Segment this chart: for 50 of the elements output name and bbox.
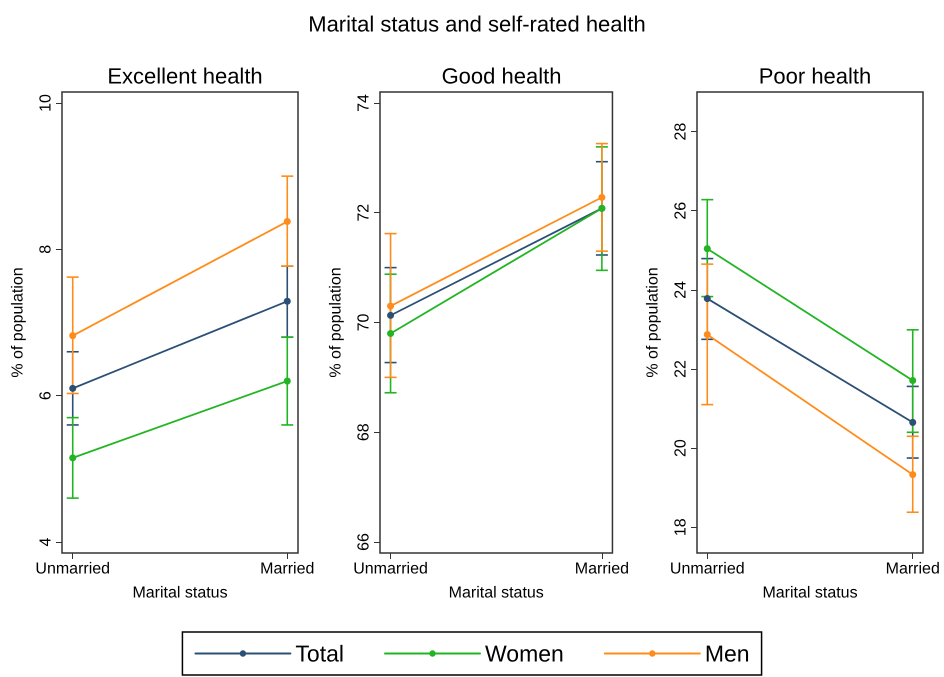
x-tick-label: Unmarried: [353, 560, 428, 578]
y-axis-title: % of population: [328, 267, 344, 378]
legend-label: Women: [485, 640, 564, 666]
y-tick-label: 26: [672, 202, 690, 220]
y-axis-title: % of population: [644, 267, 662, 378]
y-tick-label: 4: [38, 537, 54, 546]
point: [909, 376, 916, 384]
x-axis-title: Marital status: [132, 584, 228, 602]
legend-label: Total: [295, 640, 344, 666]
y-tick-label: 22: [672, 360, 690, 378]
y-tick-label: 24: [672, 280, 690, 299]
y-tick-label: 10: [38, 94, 54, 112]
x-axis-title: Marital status: [448, 584, 544, 602]
point: [387, 312, 394, 319]
y-tick-label: 8: [38, 244, 54, 254]
x-tick-label: Unmarried: [35, 560, 110, 578]
point: [284, 378, 291, 385]
chart-title: Excellent health: [107, 64, 263, 88]
point: [69, 384, 76, 392]
legend-label: Men: [704, 640, 750, 666]
point: [909, 471, 916, 478]
chart-title: Good health: [442, 64, 562, 88]
y-axis-title: % of population: [10, 267, 26, 378]
text: Marital status and self-rated health: [308, 12, 646, 36]
y-tick-label: 70: [356, 314, 372, 332]
y-tick-label: 66: [356, 533, 372, 551]
point: [704, 331, 711, 338]
point: [69, 454, 76, 462]
y-tick-label: 6: [38, 391, 54, 400]
point: [909, 418, 916, 426]
chart-title: Poor health: [758, 64, 872, 88]
point: [598, 194, 606, 201]
x-tick-label: Married: [886, 560, 940, 578]
point: [284, 218, 291, 226]
y-tick-label: 18: [672, 518, 690, 536]
x-axis-title: Marital status: [762, 584, 858, 602]
x-tick-label: Married: [574, 560, 629, 578]
y-tick-label: 20: [672, 439, 690, 458]
y-tick-label: 68: [356, 423, 372, 442]
y-tick-label: 74: [356, 94, 372, 112]
point: [387, 302, 394, 310]
point: [69, 332, 76, 340]
point: [704, 295, 711, 302]
y-tick-label: 28: [672, 122, 690, 140]
point: [704, 245, 711, 252]
point: [284, 298, 291, 305]
y-tick-label: 72: [356, 204, 372, 222]
x-tick-label: Married: [260, 560, 314, 578]
point: [387, 330, 394, 337]
x-tick-label: Unmarried: [670, 560, 745, 578]
